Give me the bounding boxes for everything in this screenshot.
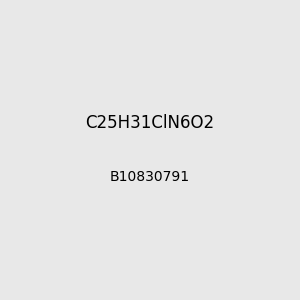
Text: B10830791: B10830791 <box>110 170 190 184</box>
Text: C25H31ClN6O2: C25H31ClN6O2 <box>85 114 214 132</box>
